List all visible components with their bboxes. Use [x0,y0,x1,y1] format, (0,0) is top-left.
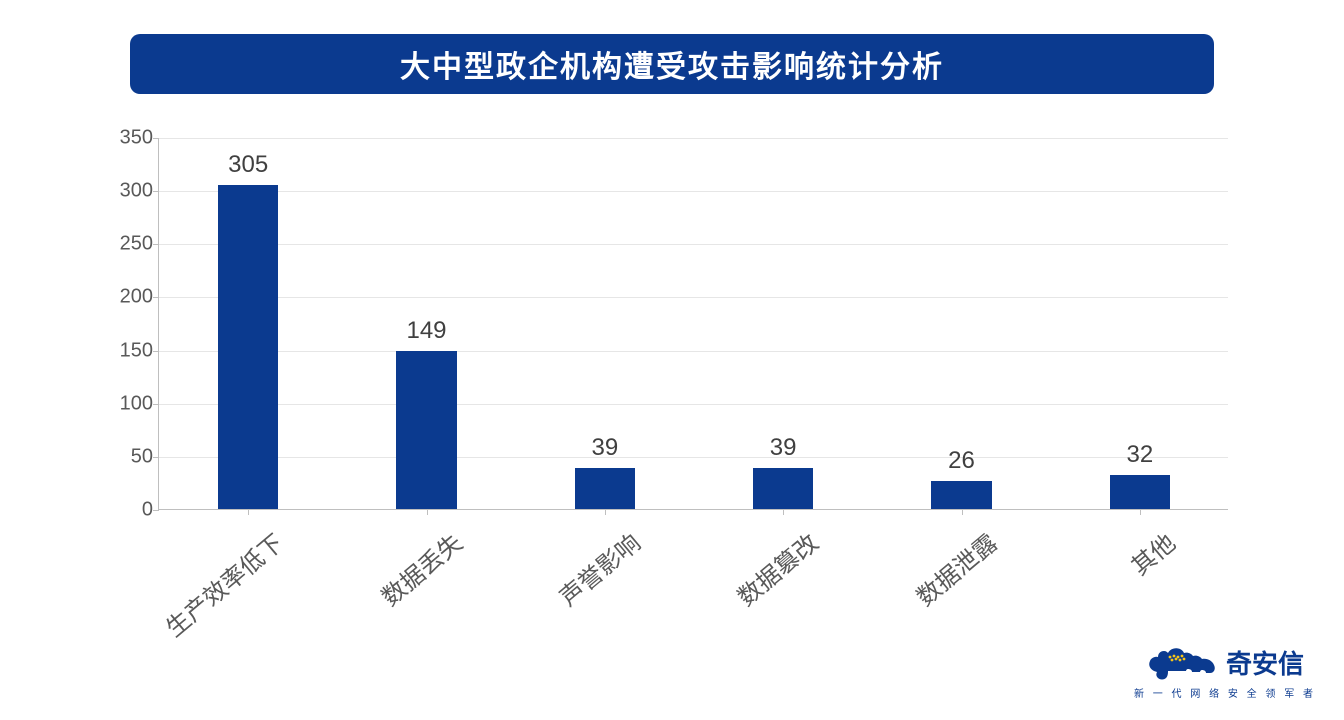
bar [218,185,279,509]
x-category-label: 数据泄露 [827,524,1003,679]
tiger-icon [1146,643,1218,681]
bar-value-label: 26 [948,447,975,475]
y-tick-mark [153,138,159,139]
y-tick-label: 100 [109,392,153,415]
x-tick-mark [427,509,428,515]
bar-value-label: 32 [1126,441,1153,469]
x-tick-mark [605,509,606,515]
brand-logo: 奇安信 新 一 代 网 络 安 全 领 军 者 [1134,643,1316,700]
bar-chart: 05010015020025030035030514939392632 生产效率… [108,130,1238,560]
plot-area: 05010015020025030035030514939392632 [158,138,1228,510]
bar-value-label: 39 [591,434,618,462]
gridline [159,244,1228,245]
y-tick-mark [153,351,159,352]
y-tick-mark [153,191,159,192]
bar [931,481,992,509]
chart-title: 大中型政企机构遭受攻击影响统计分析 [400,42,944,86]
slide: 大中型政企机构遭受攻击影响统计分析 0 50 100 150 200 250 300 350 3… [0,0,1344,720]
logo-name: 奇安信 [1226,644,1304,681]
y-tick-label: 150 [109,339,153,362]
y-tick-mark [153,510,159,511]
x-category-label: 数据篡改 [649,524,825,679]
x-tick-mark [1140,509,1141,515]
bar [753,468,814,509]
x-category-label: 数据丢失 [292,524,468,679]
x-tick-mark [962,509,963,515]
x-tick-mark [248,509,249,515]
x-tick-mark [783,509,784,515]
y-tick-mark [153,297,159,298]
bar [396,351,457,509]
gridline [159,191,1228,192]
bar-value-label: 149 [406,317,446,345]
bar-value-label: 39 [770,434,797,462]
y-tick-label: 0 [109,499,153,522]
gridline [159,404,1228,405]
bar-value-label: 305 [228,151,268,179]
gridline [159,138,1228,139]
y-tick-label: 350 [109,127,153,150]
bar [1110,475,1171,509]
bar [575,468,636,509]
gridline [159,457,1228,458]
y-tick-mark [153,457,159,458]
y-tick-mark [153,244,159,245]
logo-tagline: 新 一 代 网 络 安 全 领 军 者 [1134,685,1316,700]
y-tick-mark [153,404,159,405]
y-tick-label: 300 [109,180,153,203]
x-category-label: 生产效率低下 [114,524,290,679]
title-bar: 大中型政企机构遭受攻击影响统计分析 [130,34,1214,94]
y-tick-label: 50 [109,445,153,468]
gridline [159,351,1228,352]
gridline [159,297,1228,298]
y-tick-label: 200 [109,286,153,309]
y-tick-label: 250 [109,233,153,256]
x-category-label: 声誉影响 [471,524,647,679]
